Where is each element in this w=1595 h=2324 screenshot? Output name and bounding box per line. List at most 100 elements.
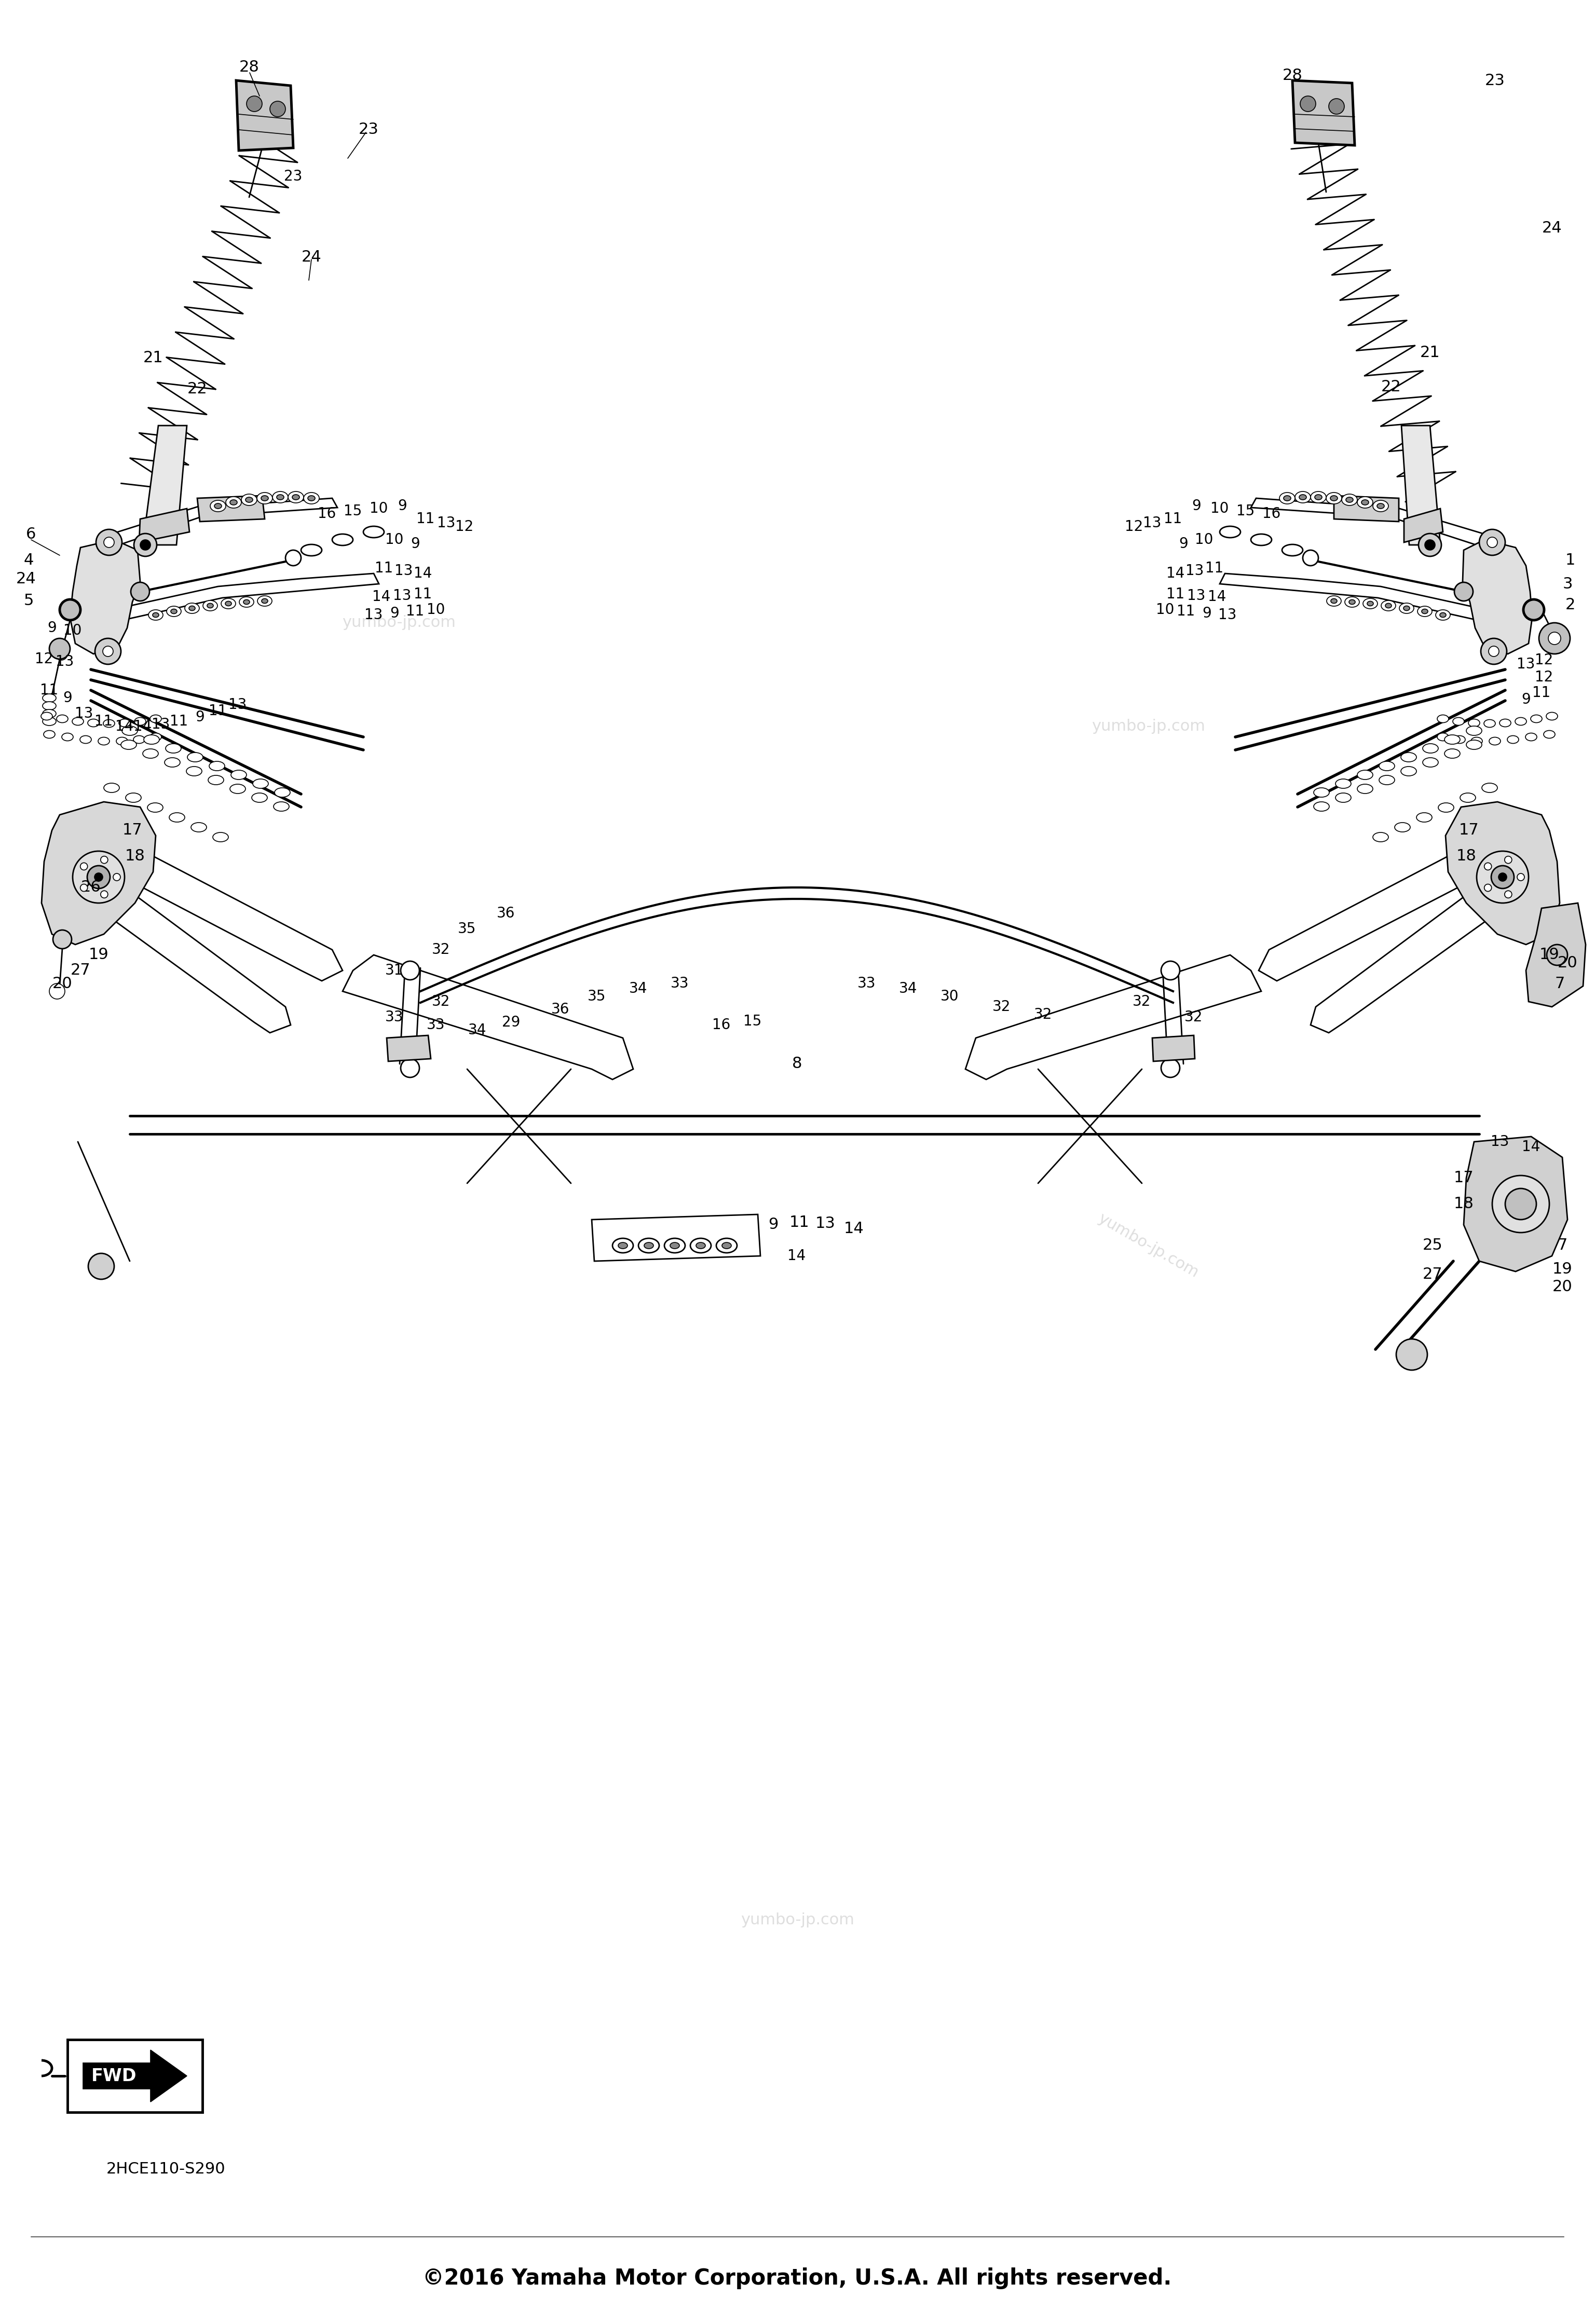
Polygon shape [78,574,380,639]
Ellipse shape [56,716,69,723]
Ellipse shape [1404,607,1410,611]
Circle shape [100,855,108,865]
Ellipse shape [211,500,226,511]
Polygon shape [1463,539,1533,653]
Text: 9: 9 [769,1218,778,1232]
Text: 24: 24 [16,572,37,586]
Ellipse shape [1466,725,1482,734]
Text: 11: 11 [40,683,59,697]
Polygon shape [236,81,293,151]
Ellipse shape [142,748,158,758]
Ellipse shape [121,725,137,734]
Text: 27: 27 [1423,1267,1442,1281]
Ellipse shape [273,490,289,502]
Ellipse shape [723,1243,732,1248]
Text: 13: 13 [1491,1134,1509,1148]
Polygon shape [1445,802,1560,944]
Ellipse shape [1525,732,1538,741]
Text: ©2016 Yamaha Motor Corporation, U.S.A. All rights reserved.: ©2016 Yamaha Motor Corporation, U.S.A. A… [423,2268,1172,2289]
Ellipse shape [276,495,284,500]
Text: 18: 18 [1453,1197,1474,1211]
Ellipse shape [638,1239,659,1253]
Circle shape [80,862,88,869]
Ellipse shape [230,500,238,504]
Circle shape [53,930,72,948]
Text: 17: 17 [1459,823,1479,839]
Ellipse shape [670,1243,679,1248]
Text: 33: 33 [427,1018,445,1032]
Text: 2HCE110-S290: 2HCE110-S290 [107,2161,225,2178]
Text: 11: 11 [1177,604,1195,618]
Circle shape [140,539,150,551]
Circle shape [1547,944,1568,964]
Ellipse shape [1335,779,1351,788]
Text: 10: 10 [427,602,445,618]
Ellipse shape [244,600,250,604]
Text: 20: 20 [1557,955,1577,969]
Text: 13: 13 [365,609,383,623]
Ellipse shape [619,1243,627,1248]
Text: 9: 9 [1191,500,1201,514]
Text: 33: 33 [386,1011,404,1025]
Text: 30: 30 [941,990,959,1004]
Ellipse shape [1507,737,1518,744]
Circle shape [247,95,262,112]
Ellipse shape [134,718,145,725]
Polygon shape [1250,497,1506,560]
Ellipse shape [1546,711,1558,720]
Ellipse shape [1380,762,1394,772]
Text: 9: 9 [389,607,399,621]
Text: 16: 16 [1263,507,1281,521]
Circle shape [270,102,286,116]
Text: yumbo-jp.com: yumbo-jp.com [1091,718,1206,734]
Ellipse shape [147,802,163,811]
Ellipse shape [1335,792,1351,802]
Text: 11: 11 [790,1215,809,1229]
Ellipse shape [1357,783,1373,792]
Ellipse shape [262,600,268,604]
Circle shape [1485,883,1491,892]
Text: 17: 17 [123,823,142,839]
Ellipse shape [1311,490,1325,502]
Polygon shape [139,509,190,541]
Ellipse shape [274,788,290,797]
Circle shape [1329,98,1345,114]
Text: 11: 11 [416,511,435,525]
Ellipse shape [1400,753,1416,762]
Ellipse shape [1490,737,1501,746]
Ellipse shape [1300,495,1306,500]
Text: 4: 4 [24,553,33,567]
Ellipse shape [257,595,273,607]
Text: 9: 9 [195,709,204,725]
Text: 24: 24 [301,249,322,265]
Ellipse shape [695,1243,705,1248]
Ellipse shape [225,602,231,607]
Text: 14: 14 [1207,590,1227,604]
Ellipse shape [99,737,110,746]
Circle shape [1455,583,1474,602]
Circle shape [1488,646,1499,655]
Ellipse shape [1314,788,1329,797]
Text: 11: 11 [1166,588,1185,602]
Ellipse shape [1295,490,1311,502]
Ellipse shape [1314,802,1329,811]
Ellipse shape [171,609,177,614]
Text: 14: 14 [844,1222,864,1236]
Ellipse shape [1515,718,1526,725]
Ellipse shape [126,792,142,802]
Ellipse shape [222,597,236,609]
Ellipse shape [1282,544,1303,555]
Ellipse shape [166,744,182,753]
Ellipse shape [1445,734,1459,744]
Text: 2: 2 [1565,597,1576,611]
Ellipse shape [1544,730,1555,739]
Text: 12: 12 [456,521,474,535]
Ellipse shape [207,776,223,786]
Text: 13: 13 [1517,658,1534,672]
Text: 27: 27 [70,962,91,978]
Text: 36: 36 [552,1002,569,1016]
Ellipse shape [1341,495,1357,507]
Ellipse shape [116,737,128,746]
Text: 14: 14 [413,567,432,581]
Ellipse shape [1531,716,1542,723]
